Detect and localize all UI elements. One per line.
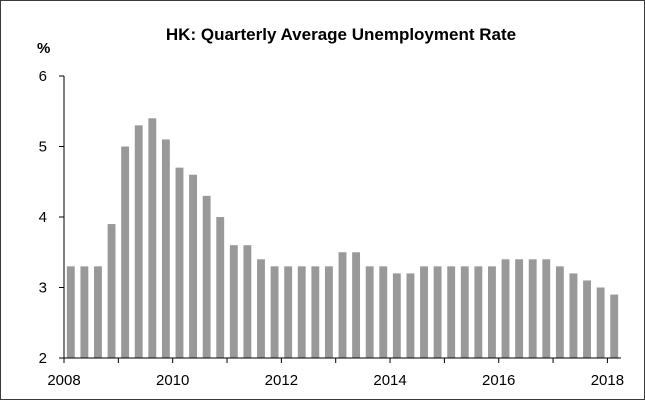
bar-2009-q3 — [148, 118, 157, 358]
bar-2016-q3 — [528, 259, 537, 358]
bar-2014-q1 — [392, 273, 401, 358]
x-tick-label-2016: 2016 — [482, 372, 515, 389]
bar-2013-q3 — [365, 266, 374, 358]
bar-2010-q4 — [216, 217, 225, 358]
bar-2008-q3 — [94, 266, 102, 358]
bar-2017-q4 — [596, 287, 605, 358]
x-tick-label-2008: 2008 — [47, 372, 80, 389]
bar-2011-q3 — [257, 259, 265, 358]
x-tick-label-2014: 2014 — [373, 372, 406, 389]
bar-2010-q1 — [175, 167, 184, 358]
bar-2008-q2 — [80, 266, 89, 358]
bar-2009-q2 — [134, 125, 143, 358]
bar-2017-q3 — [583, 280, 591, 358]
bar-2008-q4 — [107, 224, 116, 358]
bar-2016-q1 — [501, 259, 510, 358]
bar-2018-q1 — [610, 294, 619, 358]
bar-2011-q4 — [270, 266, 279, 358]
bar-2016-q4 — [542, 259, 551, 358]
bar-2012-q1 — [284, 266, 293, 358]
bar-2015-q3 — [474, 266, 483, 358]
y-axis-ticks: 2 3 4 5 6 — [39, 68, 64, 367]
x-axis-ticks: 2008 2010 2012 2014 2016 2018 — [47, 358, 624, 389]
bar-2014-q4 — [433, 266, 442, 358]
chart-title: HK: Quarterly Average Unemployment Rate — [166, 25, 516, 44]
bar-group — [66, 118, 619, 358]
bar-2017-q1 — [555, 266, 564, 358]
bar-2014-q3 — [420, 266, 428, 358]
y-tick-label-5: 5 — [39, 139, 47, 156]
y-tick-label-3: 3 — [39, 280, 47, 297]
bar-2012-q2 — [297, 266, 306, 358]
bar-2010-q2 — [189, 174, 197, 358]
x-tick-label-2010: 2010 — [156, 372, 189, 389]
x-tick-label-2012: 2012 — [265, 372, 298, 389]
bar-2013-q4 — [379, 266, 388, 358]
bar-2008-q1 — [66, 266, 75, 358]
bar-2015-q1 — [447, 266, 456, 358]
bar-2009-q1 — [121, 146, 130, 358]
y-axis-unit: % — [37, 40, 50, 57]
y-tick-label-6: 6 — [39, 68, 47, 85]
bar-2009-q4 — [161, 139, 170, 358]
bar-2011-q2 — [243, 245, 252, 358]
bar-2015-q2 — [460, 266, 469, 358]
bar-2014-q2 — [406, 273, 415, 358]
bar-2015-q4 — [488, 266, 496, 358]
bar-2013-q2 — [352, 252, 361, 358]
x-tick-label-2018: 2018 — [591, 372, 624, 389]
y-tick-label-2: 2 — [39, 350, 47, 367]
bar-2012-q4 — [324, 266, 333, 358]
bar-2013-q1 — [338, 252, 347, 358]
bar-2011-q1 — [229, 245, 238, 358]
bar-2010-q3 — [202, 195, 211, 358]
bar-2012-q3 — [311, 266, 320, 358]
bar-2017-q2 — [569, 273, 578, 358]
bar-2016-q2 — [515, 259, 524, 358]
y-tick-label-4: 4 — [39, 209, 47, 226]
